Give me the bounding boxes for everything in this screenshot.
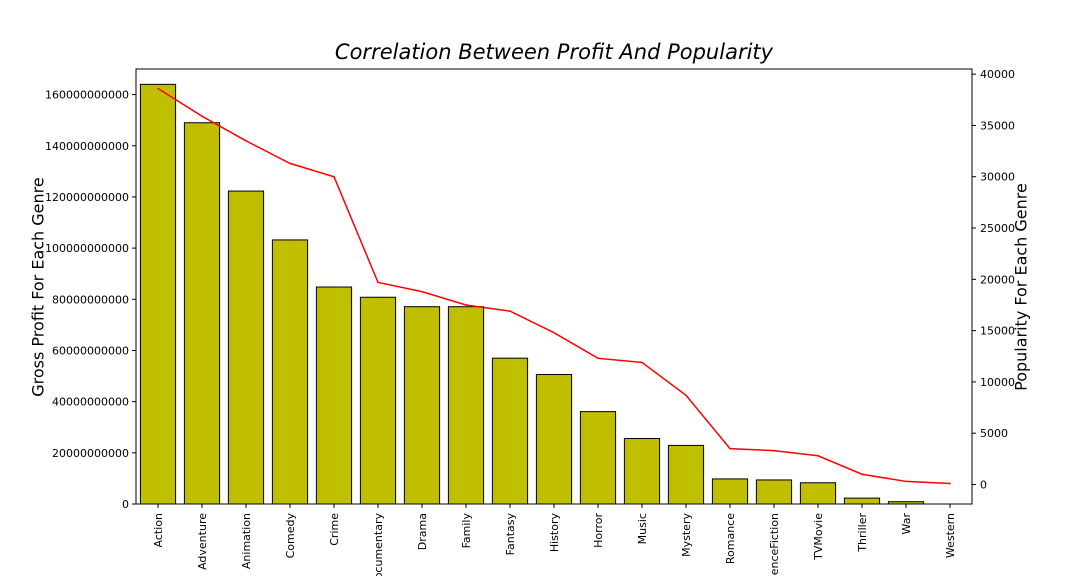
x-tick-label: Romance: [724, 513, 737, 564]
y-right-tick-label: 35000: [980, 119, 1015, 132]
line-point: [597, 357, 599, 360]
bar: [623, 437, 661, 505]
y-left-tick-label: 60000000000: [52, 344, 129, 357]
line-point: [729, 447, 731, 450]
line-point: [509, 310, 511, 312]
x-tick-label: TVMovie: [812, 513, 825, 561]
line-point: [773, 449, 775, 452]
line-point: [861, 473, 863, 476]
bar: [227, 190, 265, 505]
y-right-tick-label: 30000: [980, 171, 1015, 184]
x-tick-label: Adventure: [196, 513, 209, 570]
x-tick-label: Music: [636, 513, 649, 544]
bar: [359, 296, 397, 505]
x-tick-label: Crime: [328, 513, 341, 546]
y-left-tick-label: 120000000000: [45, 191, 129, 204]
bar: [755, 479, 793, 505]
x-tick-label: Comedy: [284, 513, 297, 559]
chart-title: Correlation Between Profit And Popularit…: [334, 40, 774, 64]
bar: [139, 83, 177, 505]
y-left-tick-label: 160000000000: [45, 89, 129, 102]
line-point: [465, 304, 467, 306]
line-point: [641, 361, 643, 364]
bar: [579, 411, 617, 505]
line-point: [817, 454, 819, 457]
line-point: [157, 87, 159, 90]
line-point: [245, 140, 247, 142]
bar: [491, 357, 529, 505]
line-point: [905, 480, 907, 483]
x-tick-label: Fantasy: [504, 513, 517, 556]
bar: [183, 122, 221, 505]
y-left-tick-label: 20000000000: [52, 447, 129, 460]
x-tick-label: Drama: [416, 513, 429, 550]
x-tick-label: Documentary: [372, 513, 385, 576]
x-tick-label: History: [548, 513, 561, 553]
x-tick-label: War: [900, 513, 913, 535]
bar: [271, 239, 309, 505]
bar: [799, 482, 837, 505]
line-point: [377, 281, 379, 284]
bar: [711, 478, 749, 505]
x-tick-label: Western: [944, 513, 957, 558]
bar: [315, 286, 353, 505]
bar: [667, 444, 705, 505]
y-left-tick-label: 140000000000: [45, 140, 129, 153]
x-tick-label: Thriller: [856, 513, 869, 553]
y-right-tick-label: 5000: [980, 427, 1008, 440]
y-right-tick-label: 10000: [980, 376, 1015, 389]
x-tick-label: Family: [460, 513, 473, 549]
x-tick-label: Animation: [240, 513, 253, 569]
bar: [535, 374, 573, 505]
x-tick-label: Horror: [592, 513, 605, 548]
y-right-tick-label: 40000: [980, 68, 1015, 81]
y-left-tick-label: 80000000000: [52, 293, 129, 306]
line-point: [685, 394, 687, 397]
line-point: [289, 162, 291, 165]
bar: [843, 497, 881, 505]
bar: [403, 306, 441, 505]
line-point: [949, 482, 951, 485]
x-tick-label: Action: [152, 513, 165, 547]
y-right-tick-label: 20000: [980, 273, 1015, 286]
x-tick-label: ScienceFiction: [768, 513, 781, 576]
y-right-tick-label: 15000: [980, 325, 1015, 338]
y-left-tick-label: 40000000000: [52, 396, 129, 409]
y-left-tick-label: 100000000000: [45, 242, 129, 255]
y-right-tick-label: 0: [980, 479, 987, 492]
y-left-tick-label: 0: [122, 498, 129, 511]
x-tick-label: Mystery: [680, 513, 693, 557]
line-point: [421, 290, 423, 293]
line-point: [553, 331, 555, 334]
y-right-tick-label: 25000: [980, 222, 1015, 235]
line-point: [201, 115, 203, 117]
line-point: [333, 175, 335, 178]
bar: [447, 306, 485, 505]
